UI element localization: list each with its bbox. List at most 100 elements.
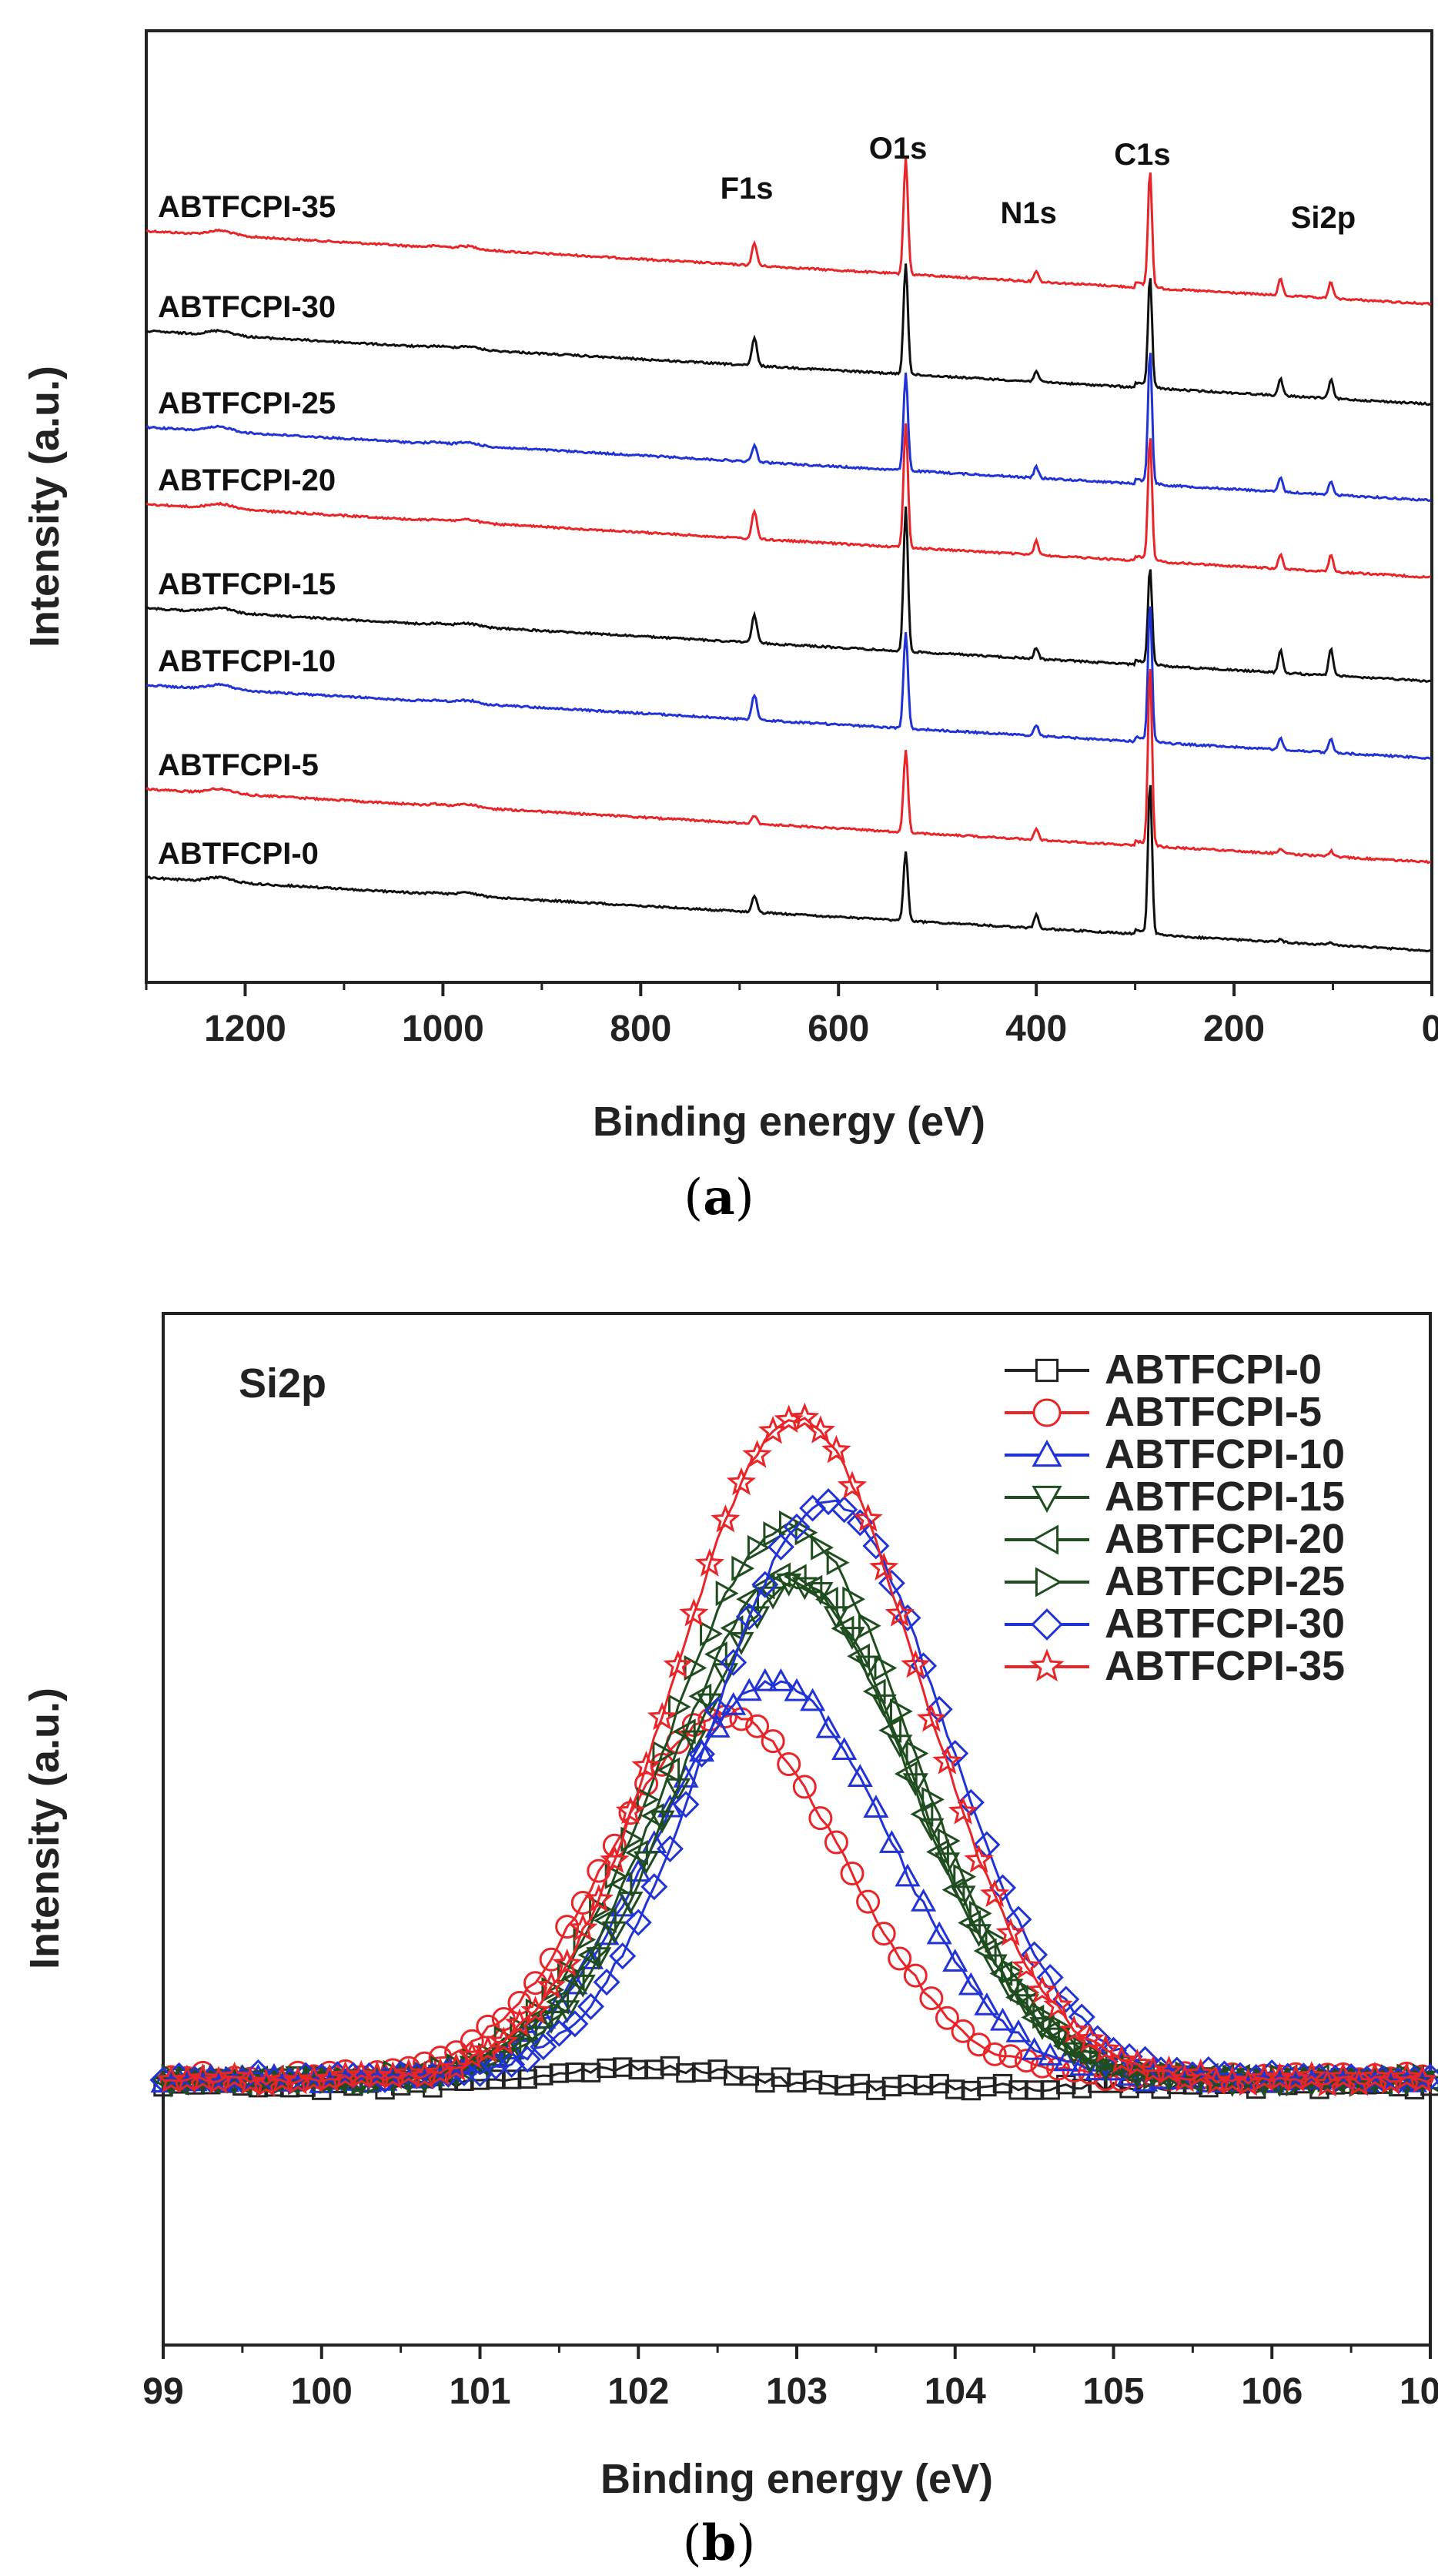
legend-item-abtfcpi-35: ABTFCPI-35: [1005, 1643, 1345, 1689]
point-abtfcpi-20: [625, 1839, 648, 1866]
point-abtfcpi-30: [498, 2050, 526, 2079]
point-abtfcpi-25: [1016, 1979, 1040, 2006]
point-abtfcpi-30: [720, 1648, 747, 1676]
legend-label: ABTFCPI-0: [1105, 1347, 1322, 1393]
point-abtfcpi-35: [774, 1404, 804, 1434]
legend-label: ABTFCPI-5: [1105, 1389, 1322, 1435]
point-abtfcpi-35: [1391, 2062, 1422, 2090]
point-abtfcpi-35: [726, 1467, 757, 1496]
legend-marker-abtfcpi-10: [1032, 1439, 1062, 1467]
point-abtfcpi-35: [1154, 2055, 1184, 2084]
b-x-tick-label: 106: [1241, 2371, 1303, 2412]
point-abtfcpi-10: [1022, 2037, 1048, 2060]
point-abtfcpi-10: [767, 1668, 794, 1691]
peak-label-n1s: N1s: [1000, 196, 1056, 230]
point-abtfcpi-35: [1075, 2023, 1105, 2052]
legend-label: ABTFCPI-20: [1105, 1516, 1345, 1562]
point-abtfcpi-35: [393, 2058, 424, 2086]
point-abtfcpi-5: [998, 2044, 1023, 2069]
point-abtfcpi-35: [219, 2061, 249, 2090]
point-abtfcpi-5: [792, 1775, 817, 1799]
point-abtfcpi-20: [640, 1803, 664, 1829]
point-abtfcpi-10: [752, 1668, 778, 1691]
b-x-tick-label: 100: [291, 2371, 353, 2412]
b-x-tick-label: 105: [1082, 2371, 1144, 2412]
point-abtfcpi-0: [755, 2073, 775, 2093]
point-abtfcpi-35: [742, 1440, 772, 1468]
point-abtfcpi-30: [166, 2062, 193, 2089]
point-abtfcpi-35: [567, 1912, 598, 1942]
point-abtfcpi-20: [894, 1761, 918, 1787]
point-abtfcpi-0: [866, 2080, 886, 2100]
point-abtfcpi-25: [826, 1550, 850, 1576]
point-abtfcpi-10: [863, 1795, 889, 1818]
point-abtfcpi-25: [874, 1655, 898, 1681]
point-abtfcpi-25: [1079, 2039, 1103, 2066]
point-abtfcpi-35: [552, 1948, 582, 1977]
series-label-abtfcpi-30: ABTFCPI-30: [158, 290, 336, 324]
b-x-tick-label: 104: [925, 2371, 986, 2412]
point-abtfcpi-0: [898, 2074, 918, 2095]
point-abtfcpi-35: [600, 1845, 630, 1874]
point-abtfcpi-30: [767, 1533, 794, 1561]
point-abtfcpi-0: [549, 2063, 570, 2083]
point-abtfcpi-30: [624, 1909, 652, 1936]
point-abtfcpi-5: [982, 2042, 1007, 2066]
point-abtfcpi-10: [562, 1971, 588, 1995]
panel-a-y-axis-title: Intensity (a.u.): [22, 366, 68, 647]
point-abtfcpi-35: [1296, 2061, 1326, 2089]
legend-item-abtfcpi-15: ABTFCPI-15: [1005, 1474, 1345, 1520]
legend-label: ABTFCPI-25: [1105, 1558, 1345, 1604]
point-abtfcpi-35: [821, 1435, 851, 1464]
legend-marker-abtfcpi-20: [1031, 1524, 1059, 1555]
point-abtfcpi-0: [929, 2073, 949, 2094]
a-x-tick-label: 200: [1203, 1009, 1265, 1049]
panel-b-y-axis-title: Intensity (a.u.): [22, 1688, 68, 1969]
legend-item-abtfcpi-30: ABTFCPI-30: [1005, 1601, 1345, 1647]
series-label-abtfcpi-20: ABTFCPI-20: [158, 463, 336, 497]
panel-b-chart-title: Si2p: [239, 1360, 326, 1407]
point-abtfcpi-20: [847, 1643, 870, 1669]
panel-a-series-group: ABTFCPI-35 ABTFCPI-30 ABTFCPI-25 ABTFCPI-20…: [145, 156, 1432, 953]
point-abtfcpi-0: [724, 2066, 744, 2086]
point-abtfcpi-35: [1090, 2034, 1121, 2062]
point-abtfcpi-5: [856, 1889, 881, 1914]
point-abtfcpi-30: [1179, 2061, 1206, 2089]
series-abtfcpi-10: [150, 1668, 1438, 2093]
point-abtfcpi-25: [715, 1581, 739, 1607]
a-x-tick-label: 400: [1005, 1009, 1067, 1049]
line-abtfcpi-35: [162, 1417, 1431, 2086]
point-abtfcpi-35: [901, 1649, 931, 1678]
point-abtfcpi-30: [704, 1697, 731, 1725]
legend-item-abtfcpi-0: ABTFCPI-0: [1005, 1347, 1322, 1393]
point-abtfcpi-5: [555, 1915, 580, 1939]
point-abtfcpi-25: [905, 1741, 929, 1767]
series-label-abtfcpi-0: ABTFCPI-0: [158, 837, 319, 871]
point-abtfcpi-10: [688, 1738, 715, 1762]
point-abtfcpi-5: [888, 1946, 912, 1971]
b-x-tick-label: 102: [607, 2371, 669, 2412]
point-abtfcpi-10: [974, 1992, 1000, 2016]
point-abtfcpi-0: [992, 2073, 1013, 2094]
point-abtfcpi-0: [660, 2056, 681, 2076]
point-abtfcpi-35: [694, 1548, 724, 1577]
peak-label-c1s: C1s: [1114, 138, 1170, 172]
line-abtfcpi-5: [162, 1708, 1431, 2083]
point-abtfcpi-30: [687, 1740, 716, 1768]
point-abtfcpi-35: [188, 2062, 218, 2092]
a-x-tick-label: 600: [808, 1009, 869, 1049]
point-abtfcpi-30: [593, 1969, 620, 1996]
series-line-abtfcpi-0: [145, 785, 1432, 953]
point-abtfcpi-5: [761, 1729, 785, 1754]
point-abtfcpi-30: [751, 1571, 779, 1598]
point-abtfcpi-5: [951, 2019, 975, 2043]
point-abtfcpi-0: [676, 2062, 696, 2083]
point-abtfcpi-25: [890, 1698, 913, 1725]
point-abtfcpi-35: [631, 1750, 661, 1779]
point-abtfcpi-35: [1217, 2066, 1247, 2094]
point-abtfcpi-25: [684, 1654, 707, 1681]
point-abtfcpi-35: [853, 1503, 883, 1532]
point-abtfcpi-20: [831, 1615, 854, 1641]
point-abtfcpi-0: [834, 2076, 854, 2096]
point-abtfcpi-30: [672, 1791, 700, 1818]
